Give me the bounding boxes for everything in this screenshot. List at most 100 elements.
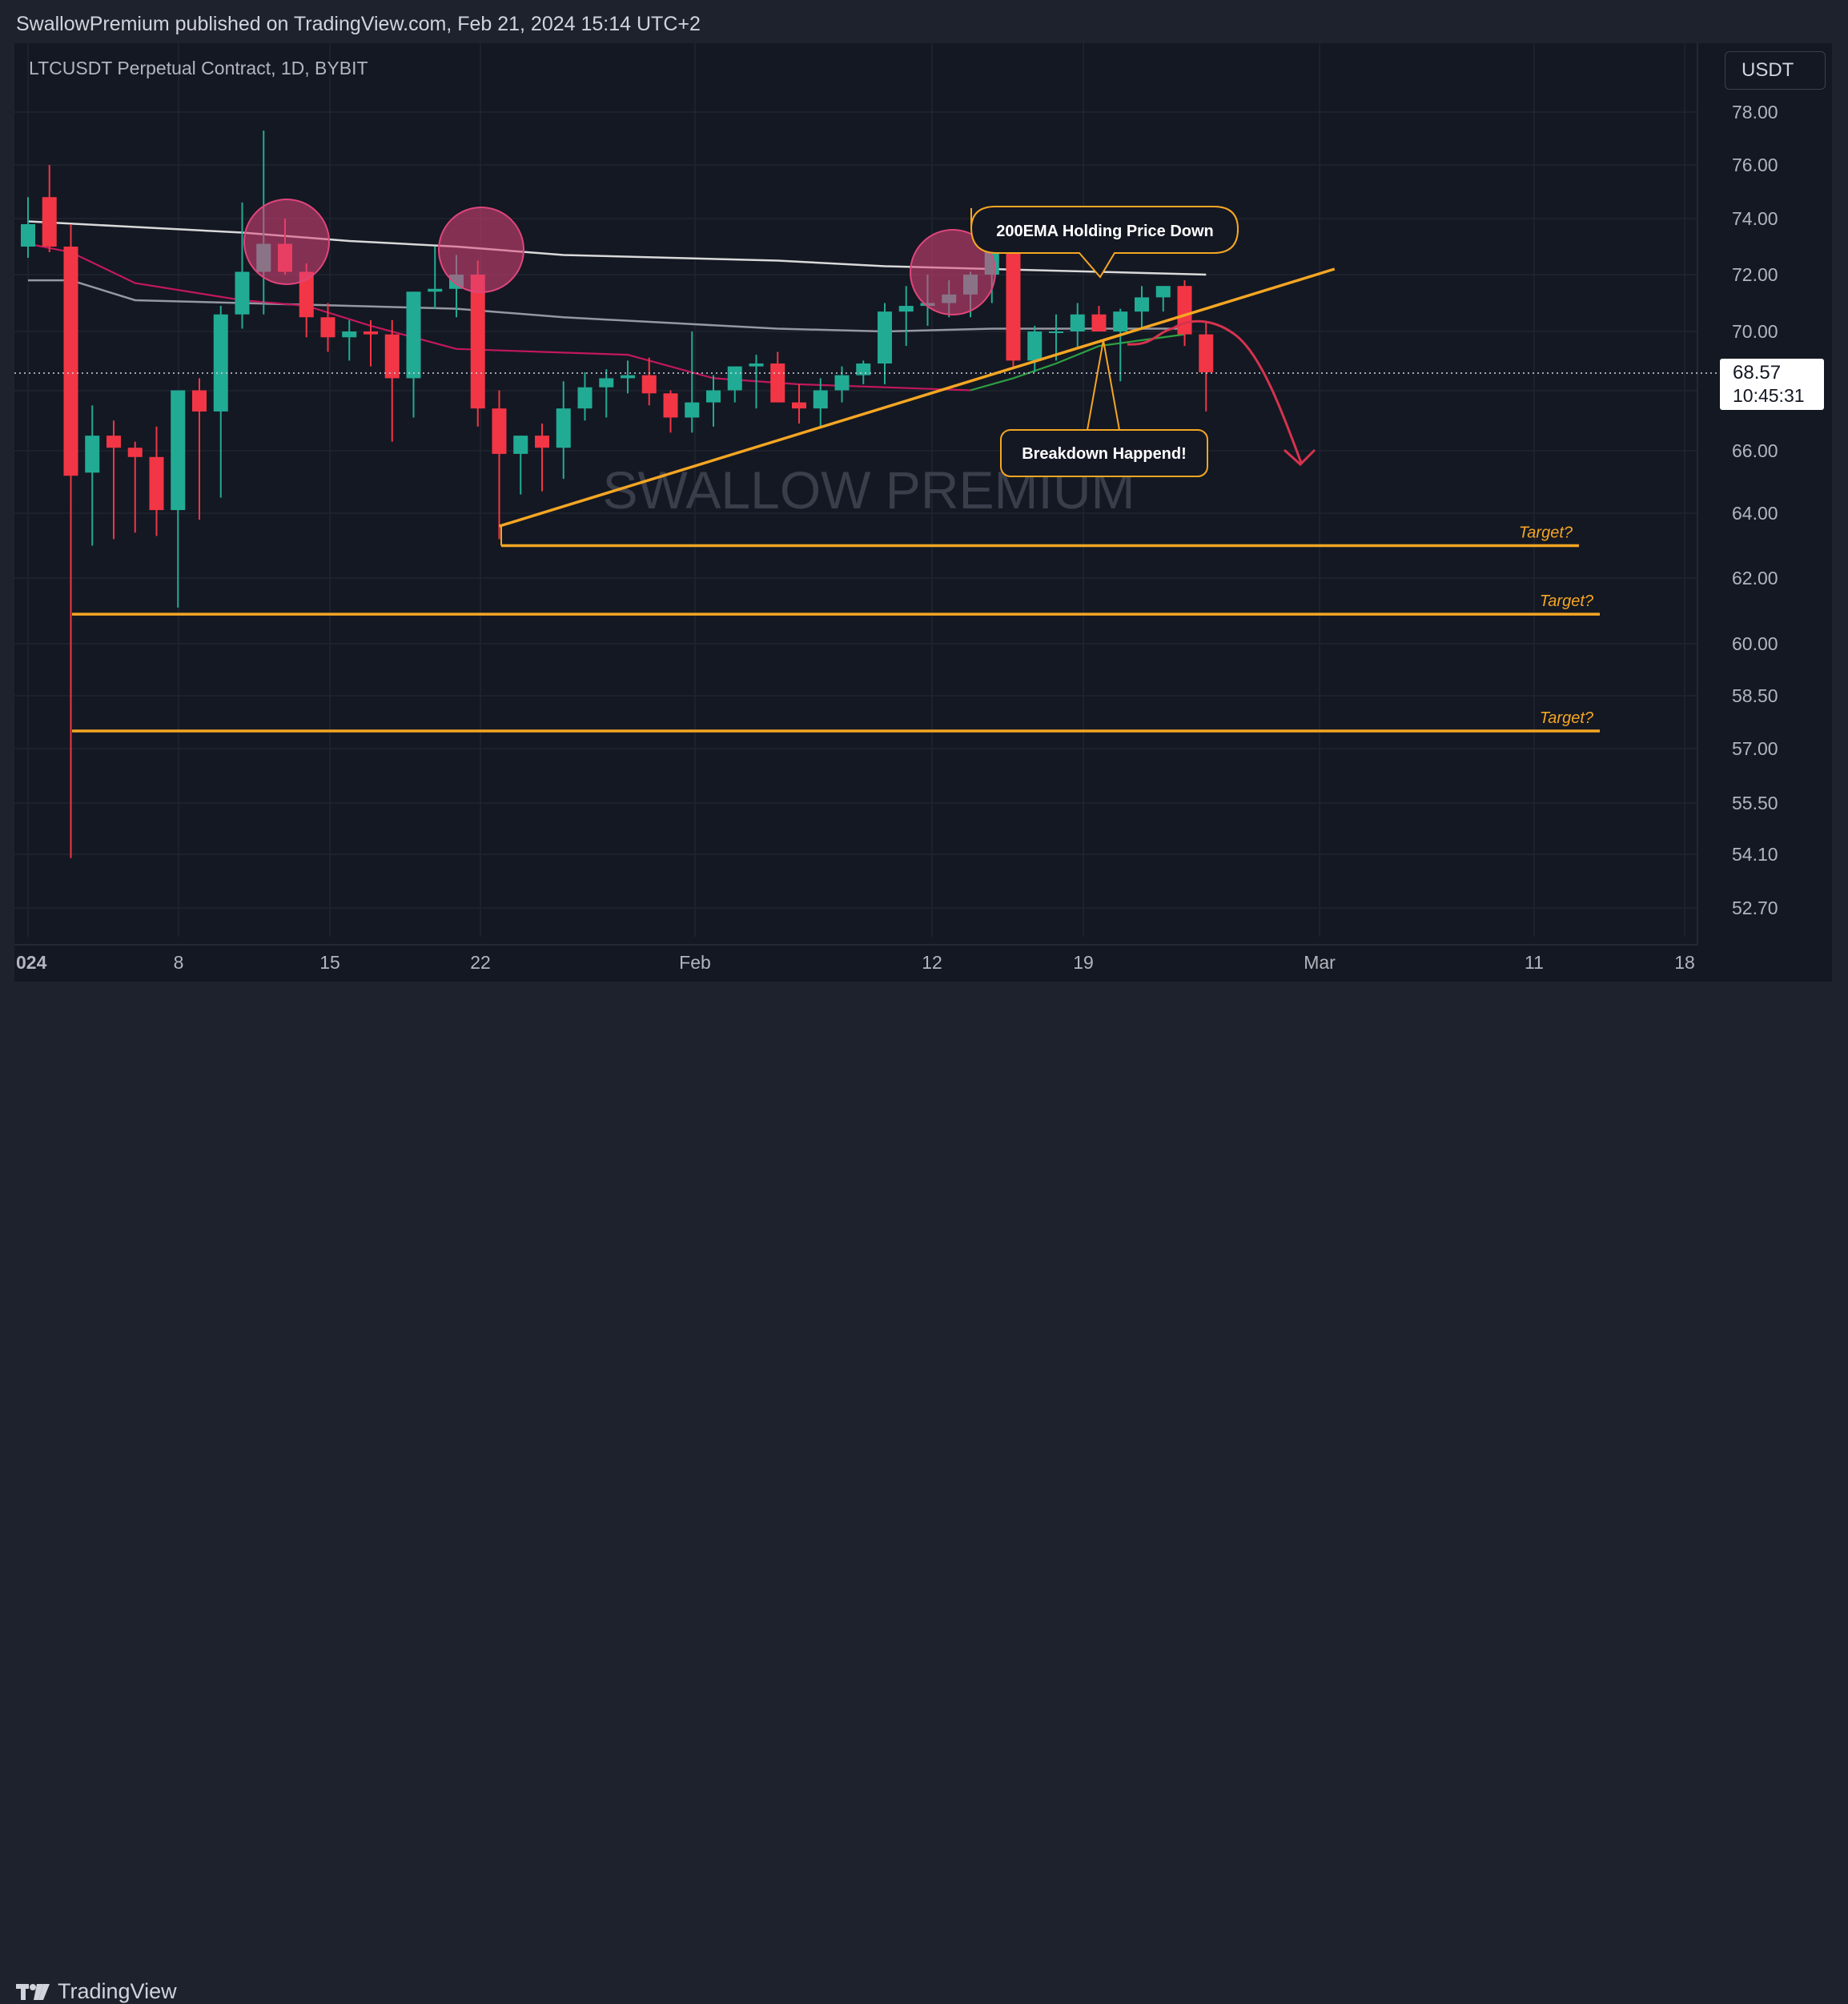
footer-brand: TradingView xyxy=(58,1979,177,2003)
candle-body xyxy=(1006,247,1021,361)
candle-body xyxy=(556,408,571,448)
candle xyxy=(770,351,785,403)
tradingview-logo[interactable]: TradingView xyxy=(16,1979,177,2004)
candle-body xyxy=(149,456,164,511)
candle-body xyxy=(127,448,143,457)
candle xyxy=(320,303,335,352)
candle xyxy=(749,355,764,409)
candle xyxy=(213,306,228,498)
candle-body xyxy=(878,311,892,363)
candle-body xyxy=(235,271,250,315)
chart-area[interactable] xyxy=(14,43,1832,982)
candle xyxy=(878,303,892,384)
candle-body xyxy=(621,375,635,379)
x-tick-label: 8 xyxy=(174,952,184,973)
candle xyxy=(492,390,507,540)
y-tick-label: 54.10 xyxy=(1732,844,1778,865)
candle xyxy=(856,360,871,384)
candle-body xyxy=(406,291,421,379)
candle xyxy=(192,378,207,520)
candle-body xyxy=(577,387,593,409)
y-tick-label: 58.50 xyxy=(1732,685,1778,706)
published-info: SwallowPremium published on TradingView.… xyxy=(16,13,701,35)
candle-body xyxy=(42,197,57,247)
y-tick-label: 72.00 xyxy=(1732,264,1778,285)
projection-curve xyxy=(1127,319,1303,464)
price-axis: 78.00 76.00 74.00 72.00 70.00 66.00 64.00 62.00… xyxy=(1732,102,1778,918)
candle-body xyxy=(428,288,443,292)
y-tick-label: 66.00 xyxy=(1732,440,1778,461)
candle-body xyxy=(192,390,207,412)
candle-body xyxy=(299,271,314,318)
candle xyxy=(813,378,828,427)
annotations: Target? Target? Target? 200EMA Holding Pric… xyxy=(14,199,1721,733)
breakdown-pointer-left xyxy=(1087,339,1104,431)
candle xyxy=(663,390,678,433)
candle xyxy=(1113,308,1128,382)
candle-body xyxy=(834,375,850,391)
symbol-title: LTCUSDT Perpetual Contract, 1D, BYBIT xyxy=(29,58,368,78)
ema-callout-text: 200EMA Holding Price Down xyxy=(996,223,1214,240)
y-tick-label: 64.00 xyxy=(1732,503,1778,524)
breakdown-callout-text: Breakdown Happend! xyxy=(1022,445,1187,463)
ema-callout: 200EMA Holding Price Down xyxy=(970,206,1239,279)
last-price-value: 68.57 xyxy=(1733,362,1782,384)
x-tick-label: Feb xyxy=(679,952,711,973)
candle xyxy=(1027,325,1043,372)
candle-body xyxy=(1155,286,1171,298)
candle xyxy=(21,197,35,258)
top-marker-circle xyxy=(243,199,330,285)
x-tick-label: 11 xyxy=(1525,952,1544,973)
time-axis: 024 8 15 22 Feb 12 19 Mar 11 18 xyxy=(16,952,1695,973)
ema-callout-box xyxy=(970,206,1239,279)
candle xyxy=(85,405,100,546)
y-tick-label: 62.00 xyxy=(1732,568,1778,588)
x-tick-label: 19 xyxy=(1073,952,1094,973)
candle-body xyxy=(513,436,528,454)
candle-body xyxy=(1049,331,1063,333)
candle-body xyxy=(792,402,806,409)
footer: TradingView xyxy=(0,982,1848,2003)
candle-body xyxy=(21,224,35,247)
candle xyxy=(1199,323,1214,412)
y-tick-label: 70.00 xyxy=(1732,321,1778,342)
candle-body xyxy=(813,390,828,409)
candle-body xyxy=(63,247,78,476)
x-tick-label: Mar xyxy=(1304,952,1336,973)
candle xyxy=(406,291,421,418)
candle xyxy=(685,331,700,433)
candlestick-chart[interactable]: SWALLOW PREMIUM Target?Target?Target?200… xyxy=(0,0,1848,1039)
top-marker-circle xyxy=(438,207,524,293)
ema-gray-line xyxy=(28,279,1185,333)
candle-body xyxy=(1135,297,1149,312)
candle xyxy=(235,202,250,329)
candle xyxy=(727,366,742,403)
y-tick-label: 76.00 xyxy=(1732,155,1778,175)
last-price-tag: 68.57 10:45:31 xyxy=(1720,359,1824,410)
candle-body xyxy=(1027,331,1043,361)
support-trendline xyxy=(498,267,1336,528)
candle-body xyxy=(470,275,485,409)
currency-button[interactable]: USDT xyxy=(1725,51,1826,90)
candle-body xyxy=(685,402,700,418)
y-tick-label: 60.00 xyxy=(1732,633,1778,654)
candle xyxy=(599,369,614,418)
candle xyxy=(1091,306,1107,331)
candle xyxy=(834,366,850,403)
candle xyxy=(706,375,721,427)
candle xyxy=(342,319,357,361)
x-tick-label: 22 xyxy=(470,952,491,973)
candle-body xyxy=(106,436,121,448)
candle-body xyxy=(749,363,764,367)
candle xyxy=(1135,286,1149,329)
breakdown-callout-box xyxy=(1000,429,1208,477)
publish-header: SwallowPremium published on TradingView.… xyxy=(0,0,1848,43)
top-marker-circle xyxy=(910,229,996,315)
candle-countdown: 10:45:31 xyxy=(1733,385,1805,406)
x-tick-label: 15 xyxy=(319,952,340,973)
candle xyxy=(556,381,571,480)
candle-body xyxy=(1199,334,1214,372)
candle xyxy=(106,420,121,540)
candle xyxy=(641,357,657,406)
x-tick-label: 12 xyxy=(922,952,942,973)
